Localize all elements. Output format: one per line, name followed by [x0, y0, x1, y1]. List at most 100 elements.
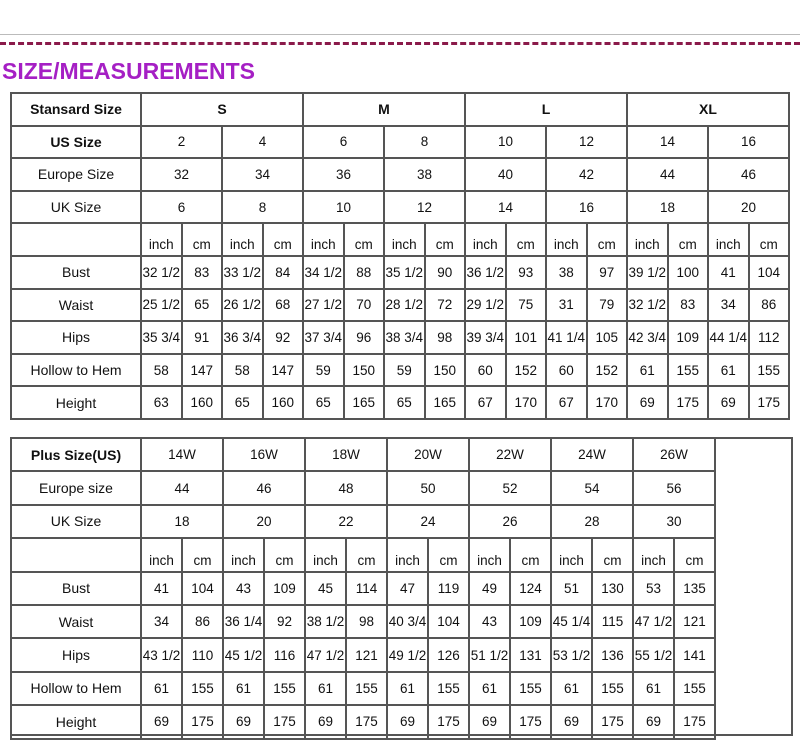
measurement-value: 61: [550, 670, 593, 707]
size-header: M: [302, 92, 466, 127]
size-header: XL: [626, 92, 790, 127]
measurement-value: 35 3/4: [140, 320, 183, 355]
measurement-value: 67: [545, 385, 588, 420]
measurement-value: 60: [464, 352, 507, 388]
measurement-value: 69: [140, 704, 183, 740]
standard-size-table: Stansard Size S M L XL US Size 2 4 6 8 10 12 14 16 Eur…: [10, 92, 790, 420]
measurement-value: 83: [666, 287, 709, 323]
measurement-value: 69: [707, 385, 750, 420]
measurement-value: 104: [181, 570, 224, 606]
measurement-value: 49 1/2: [386, 637, 429, 673]
unit-label: inch: [386, 537, 429, 573]
row-label: [10, 222, 142, 257]
measurement-value: 69: [632, 704, 675, 740]
size-header: 18W: [304, 436, 388, 473]
measurement-value: 59: [383, 352, 426, 388]
measurement-value: 35 1/2: [383, 254, 426, 290]
measurement-value: 25 1/2: [140, 287, 183, 323]
unit-label: cm: [591, 537, 634, 573]
size-value: 20: [707, 189, 790, 225]
measurement-value: 109: [666, 320, 709, 355]
measurement-value: 75: [504, 287, 547, 323]
measurement-value: 84: [261, 254, 304, 290]
row-label: Bust: [10, 570, 142, 606]
measurement-value: 55 1/2: [632, 637, 675, 673]
measurement-value: 49: [468, 570, 511, 606]
size-value: 26: [468, 503, 552, 540]
measurement-value: 155: [181, 670, 224, 707]
measurement-value: 41 1/4: [545, 320, 588, 355]
size-row: Europe size 44 46 48 50 52 54 56: [10, 470, 716, 506]
measurement-value: 29 1/2: [464, 287, 507, 323]
measurement-value: 175: [427, 704, 470, 740]
size-header: 14W: [140, 436, 224, 473]
measurement-value: 100: [666, 254, 709, 290]
unit-label: inch: [383, 222, 426, 257]
size-header: 26W: [632, 436, 716, 473]
measurement-value: 147: [180, 352, 223, 388]
measurement-value: 47: [386, 570, 429, 606]
unit-label: cm: [673, 537, 716, 573]
measurement-value: 170: [585, 385, 628, 420]
size-value: 48: [304, 470, 388, 506]
size-value: 46: [707, 157, 790, 192]
unit-label: cm: [261, 222, 304, 257]
measurement-value: 175: [181, 704, 224, 740]
measurement-value: 160: [180, 385, 223, 420]
measurement-value: 51 1/2: [468, 637, 511, 673]
measurement-value: 34 1/2: [302, 254, 345, 290]
size-header: 20W: [386, 436, 470, 473]
size-header: S: [140, 92, 304, 127]
measurement-value: 27 1/2: [302, 287, 345, 323]
measurement-value: 69: [626, 385, 669, 420]
unit-label: inch: [632, 537, 675, 573]
measurement-value: 61: [386, 670, 429, 707]
measurement-value: 109: [509, 603, 552, 640]
size-value: 12: [545, 124, 628, 160]
measurement-value: 91: [180, 320, 223, 355]
measurement-value: 135: [673, 570, 716, 606]
measurement-value: 150: [342, 352, 385, 388]
size-value: 30: [632, 503, 716, 540]
size-value: 44: [626, 157, 709, 192]
unit-label: cm: [263, 537, 306, 573]
measurement-value: 155: [509, 670, 552, 707]
size-value: 46: [222, 470, 306, 506]
unit-label: inch: [468, 537, 511, 573]
size-value: 14: [626, 124, 709, 160]
measurement-value: 101: [504, 320, 547, 355]
measurement-value: 86: [747, 287, 790, 323]
size-value: 2: [140, 124, 223, 160]
measurement-value: 88: [342, 254, 385, 290]
size-value: 36: [302, 157, 385, 192]
size-value: 24: [386, 503, 470, 540]
unit-label: cm: [345, 537, 388, 573]
top-divider: [0, 34, 800, 35]
measurement-value: 69: [304, 704, 347, 740]
measurement-value: 155: [263, 670, 306, 707]
size-value: 16: [545, 189, 628, 225]
measurement-value: 155: [591, 670, 634, 707]
unit-label: cm: [509, 537, 552, 573]
measurement-value: 175: [666, 385, 709, 420]
measurement-value: 34: [140, 603, 183, 640]
measurement-value: 42 3/4: [626, 320, 669, 355]
measurement-value: 61: [222, 670, 265, 707]
size-value: 44: [140, 470, 224, 506]
unit-label: cm: [666, 222, 709, 257]
size-value: 22: [304, 503, 388, 540]
measurement-value: 58: [140, 352, 183, 388]
measurement-value: 92: [261, 320, 304, 355]
units-row: inch cm inch cm inch cm inch cm inch cm inch cm inch…: [10, 222, 790, 257]
table-row: Bust 32 1/2 83 33 1/2 84 34 1/2 88 35 1/2 90 36 1…: [10, 254, 790, 290]
measurement-value: 98: [345, 603, 388, 640]
unit-label: inch: [707, 222, 750, 257]
table-row: Hollow to Hem 58 147 58 147 59 150 59 150 60 152 60…: [10, 352, 790, 388]
size-value: 40: [464, 157, 547, 192]
table-row: Bust 41 104 43 109 45 114 47 119 49 124 51 130 53 135: [10, 570, 716, 606]
measurement-value: 83: [180, 254, 223, 290]
measurement-value: 69: [550, 704, 593, 740]
size-value: 38: [383, 157, 466, 192]
size-value: 4: [221, 124, 304, 160]
measurement-value: 136: [591, 637, 634, 673]
